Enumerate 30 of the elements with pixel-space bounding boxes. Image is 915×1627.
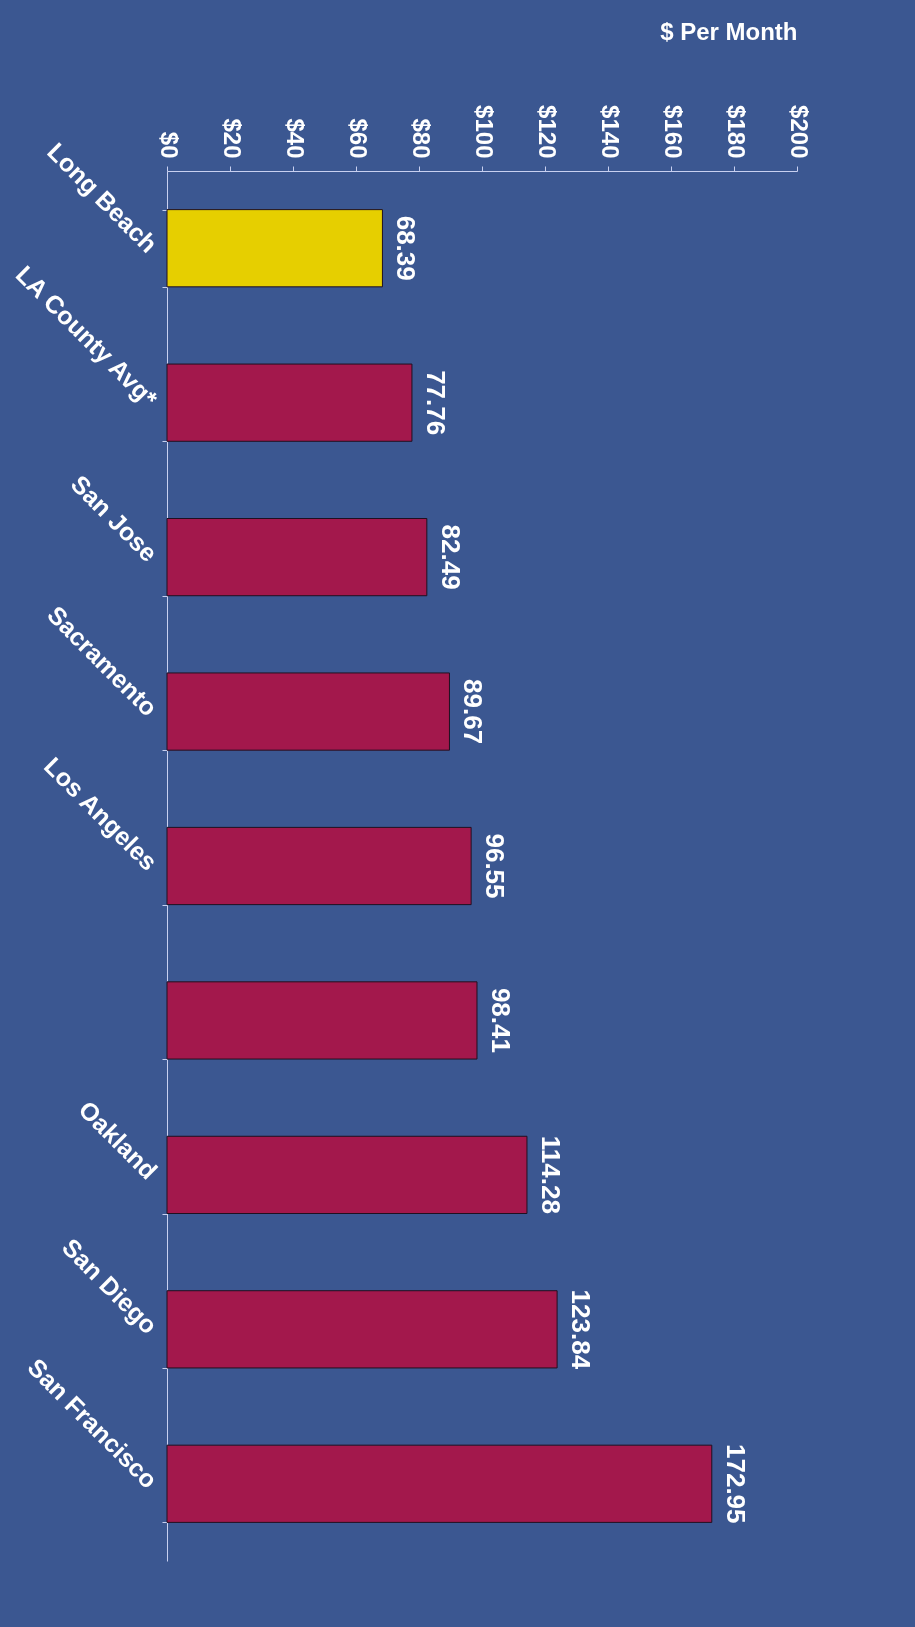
data-label: 96.55 — [480, 833, 511, 899]
x-tick-label: $200 — [785, 105, 813, 159]
x-tick-label: $80 — [407, 118, 435, 159]
data-label: 82.49 — [435, 524, 466, 590]
x-tick-label: $180 — [722, 105, 750, 159]
data-label: 77.76 — [420, 370, 451, 436]
x-tick-label: $100 — [470, 105, 498, 159]
bar — [166, 209, 383, 288]
bar — [166, 1135, 528, 1214]
data-label: 68.39 — [391, 215, 422, 281]
bar — [166, 1444, 713, 1523]
bar — [166, 826, 472, 906]
x-tick-label: $160 — [659, 105, 687, 159]
x-tick-label: $140 — [596, 105, 624, 159]
data-label: 114.28 — [535, 1135, 566, 1214]
bar — [166, 518, 428, 597]
x-tick-label: $0 — [155, 131, 183, 159]
data-label: 123.84 — [566, 1289, 597, 1370]
bar — [166, 363, 413, 442]
data-label: 98.41 — [485, 987, 516, 1053]
x-tick-label: $20 — [218, 118, 246, 159]
x-tick-label: $40 — [281, 118, 309, 159]
x-tick-label: $120 — [533, 105, 561, 159]
x-tick-label: $60 — [344, 118, 372, 159]
data-label: 172.95 — [720, 1444, 751, 1524]
x-axis-title: $ Per Month — [660, 18, 798, 46]
bar — [166, 672, 450, 751]
bar — [166, 981, 478, 1060]
bar — [166, 1290, 558, 1369]
data-label: 89.67 — [458, 679, 489, 745]
